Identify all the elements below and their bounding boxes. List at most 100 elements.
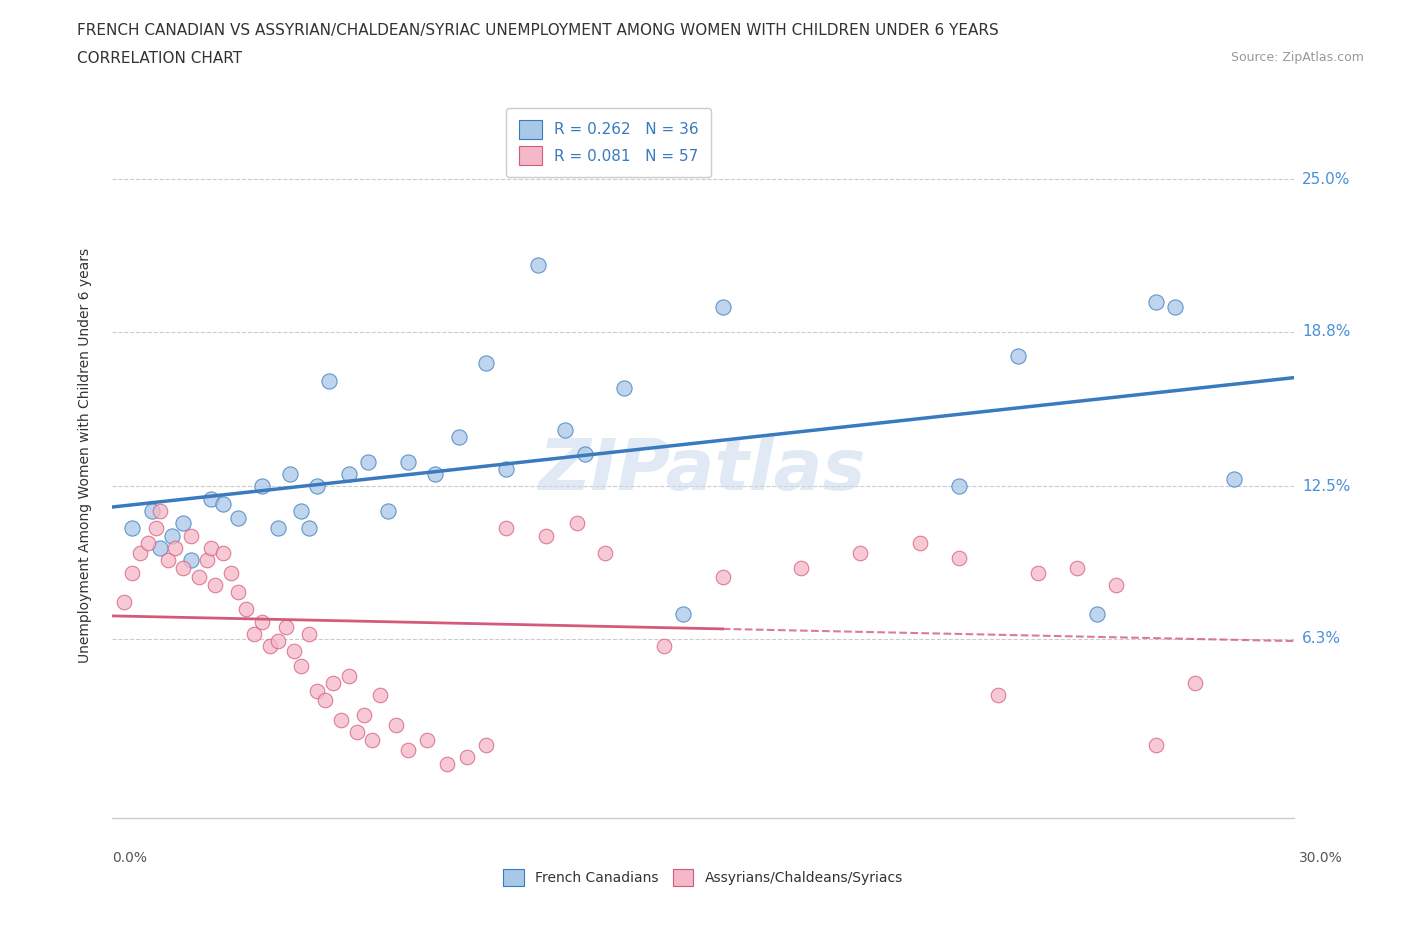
- Point: [121, 521, 143, 536]
- Point: [290, 658, 312, 673]
- Point: [1085, 607, 1108, 622]
- Point: [447, 430, 470, 445]
- Point: [672, 607, 695, 622]
- Point: [298, 521, 321, 536]
- Point: [235, 602, 257, 617]
- Point: [593, 545, 616, 560]
- Point: [475, 737, 498, 752]
- Point: [314, 693, 336, 708]
- Point: [337, 669, 360, 684]
- Point: [1144, 295, 1167, 310]
- Point: [987, 688, 1010, 703]
- Point: [278, 467, 301, 482]
- Point: [475, 356, 498, 371]
- Text: Source: ZipAtlas.com: Source: ZipAtlas.com: [1230, 51, 1364, 64]
- Point: [283, 644, 305, 658]
- Text: ZIPatlas: ZIPatlas: [540, 436, 866, 505]
- Point: [259, 639, 281, 654]
- Point: [613, 380, 636, 395]
- Point: [195, 552, 218, 567]
- Point: [495, 521, 517, 536]
- Text: 30.0%: 30.0%: [1299, 851, 1343, 865]
- Point: [250, 614, 273, 629]
- Text: 18.8%: 18.8%: [1302, 324, 1350, 339]
- Point: [425, 467, 447, 482]
- Point: [368, 688, 391, 703]
- Point: [1026, 565, 1049, 580]
- Point: [948, 551, 970, 565]
- Point: [337, 467, 360, 482]
- Point: [298, 627, 321, 642]
- Point: [188, 570, 211, 585]
- Point: [228, 585, 250, 600]
- Point: [307, 684, 329, 698]
- Point: [318, 373, 340, 388]
- Point: [307, 479, 329, 494]
- Point: [200, 540, 222, 555]
- Point: [711, 299, 734, 314]
- Point: [121, 565, 143, 580]
- Point: [165, 540, 187, 555]
- Point: [361, 732, 384, 747]
- Point: [574, 447, 596, 462]
- Point: [200, 491, 222, 506]
- Point: [149, 540, 172, 555]
- Y-axis label: Unemployment Among Women with Children Under 6 years: Unemployment Among Women with Children U…: [77, 248, 91, 663]
- Point: [290, 503, 312, 518]
- Text: FRENCH CANADIAN VS ASSYRIAN/CHALDEAN/SYRIAC UNEMPLOYMENT AMONG WOMEN WITH CHILDR: FRENCH CANADIAN VS ASSYRIAN/CHALDEAN/SYR…: [77, 23, 1000, 38]
- Point: [495, 462, 517, 477]
- Point: [129, 545, 152, 560]
- Point: [329, 712, 352, 727]
- Point: [948, 479, 970, 494]
- Point: [211, 545, 233, 560]
- Point: [353, 708, 375, 723]
- Point: [790, 560, 813, 575]
- Point: [243, 627, 266, 642]
- Point: [141, 503, 163, 518]
- Point: [1105, 578, 1128, 592]
- Point: [396, 742, 419, 757]
- Point: [172, 516, 194, 531]
- Point: [267, 634, 290, 649]
- Point: [396, 455, 419, 470]
- Point: [250, 479, 273, 494]
- Point: [322, 676, 344, 691]
- Point: [652, 639, 675, 654]
- Point: [711, 570, 734, 585]
- Point: [908, 536, 931, 551]
- Point: [377, 503, 399, 518]
- Point: [565, 516, 588, 531]
- Point: [1164, 299, 1187, 314]
- Text: 6.3%: 6.3%: [1302, 631, 1341, 646]
- Point: [156, 552, 179, 567]
- Point: [149, 503, 172, 518]
- Point: [357, 455, 380, 470]
- Point: [219, 565, 242, 580]
- Point: [160, 528, 183, 543]
- Point: [228, 511, 250, 525]
- Text: 25.0%: 25.0%: [1302, 171, 1350, 187]
- Legend: French Canadians, Assyrians/Chaldeans/Syriacs: French Canadians, Assyrians/Chaldeans/Sy…: [498, 863, 908, 891]
- Point: [267, 521, 290, 536]
- Point: [211, 497, 233, 512]
- Point: [1184, 676, 1206, 691]
- Point: [385, 718, 408, 733]
- Point: [1066, 560, 1088, 575]
- Text: 12.5%: 12.5%: [1302, 479, 1350, 494]
- Point: [180, 552, 202, 567]
- Point: [1223, 472, 1246, 486]
- Point: [112, 594, 135, 609]
- Point: [534, 528, 557, 543]
- Point: [346, 724, 368, 739]
- Point: [416, 732, 439, 747]
- Point: [1144, 737, 1167, 752]
- Point: [274, 619, 297, 634]
- Point: [172, 560, 194, 575]
- Point: [849, 545, 872, 560]
- Point: [145, 521, 167, 536]
- Point: [526, 258, 548, 272]
- Point: [1007, 349, 1029, 364]
- Point: [554, 422, 576, 437]
- Text: CORRELATION CHART: CORRELATION CHART: [77, 51, 242, 66]
- Point: [180, 528, 202, 543]
